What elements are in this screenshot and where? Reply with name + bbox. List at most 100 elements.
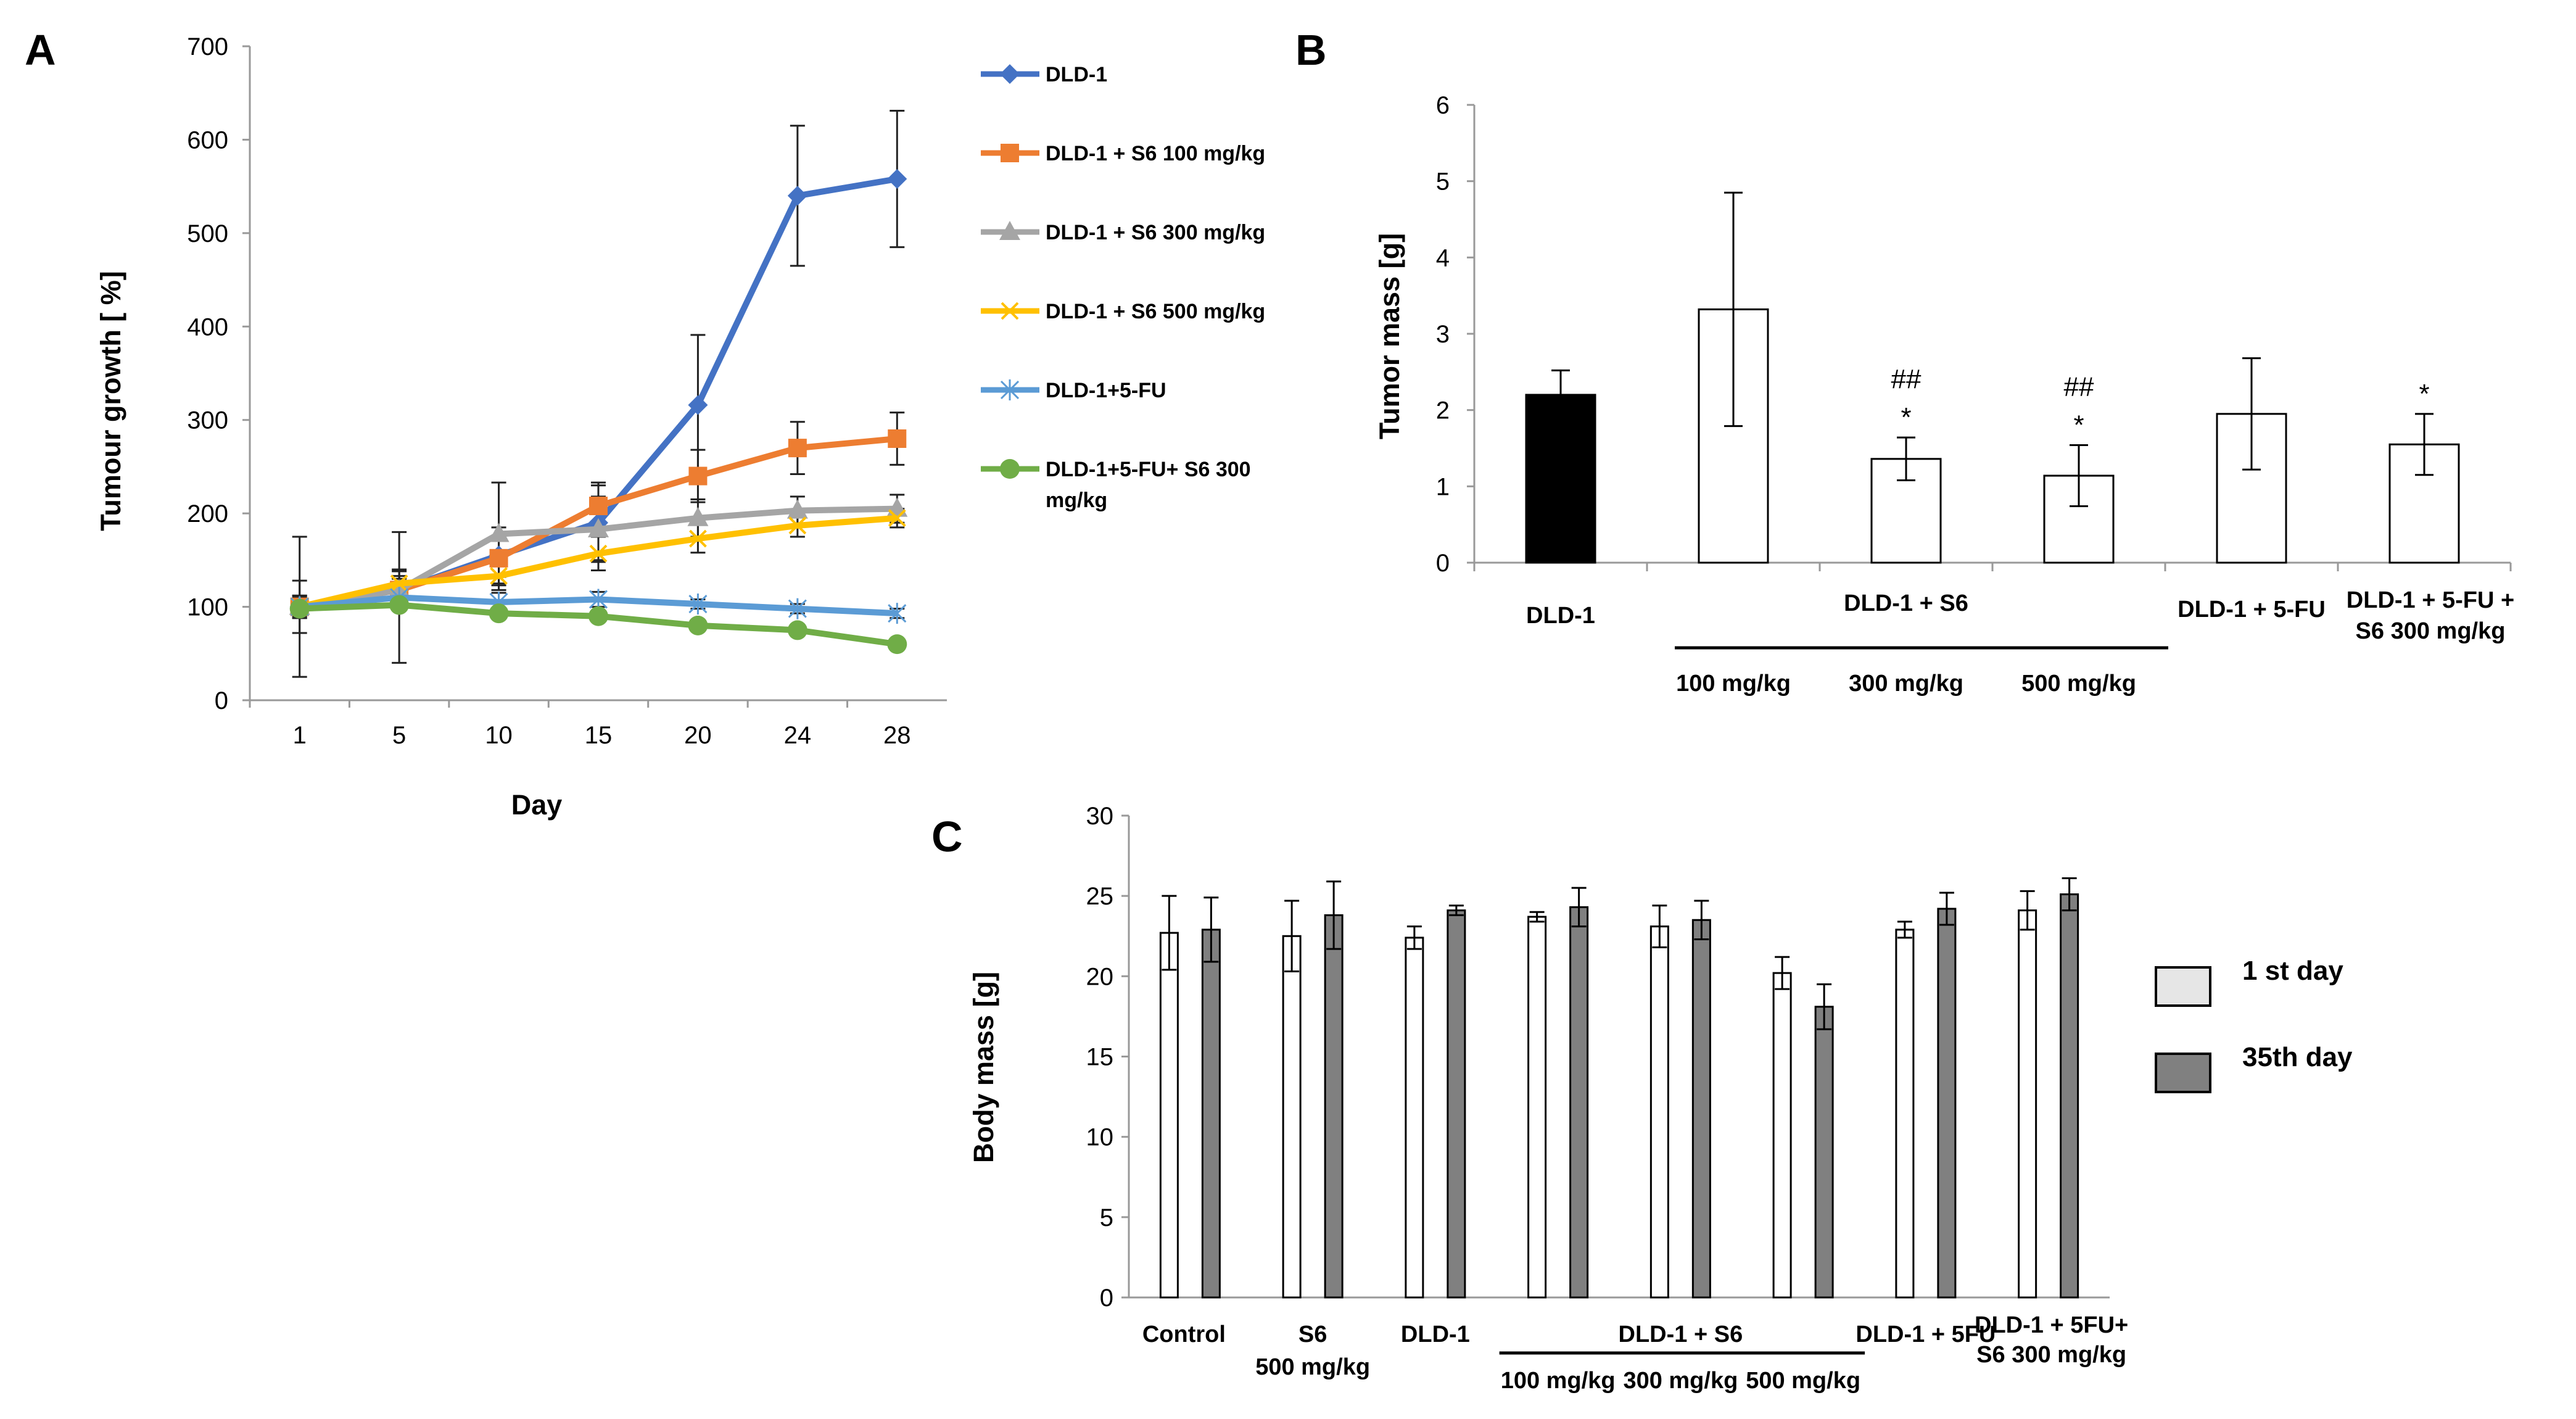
- panel-b-sig-star-1: *: [2073, 410, 2084, 441]
- panel-b-err-5: [2415, 413, 2434, 476]
- panel-b-axes: [1473, 105, 2512, 571]
- panel-c-s1-bar-2: [1447, 909, 1466, 1299]
- panel-c-label-dld1: DLD-1: [1401, 1322, 1470, 1347]
- panel-a-legend-marker-5: [1000, 459, 1020, 479]
- panel-c-label-control: Control: [1142, 1322, 1226, 1347]
- panel-c-label-combo-1: S6 300 mg/kg: [1976, 1342, 2126, 1368]
- panel-a-x-tick-5: 24: [784, 722, 812, 749]
- panel-a-legend-marker-3: [1001, 302, 1019, 320]
- panel-a-y-ticks: 0 100 200 300 400 500 600 700: [187, 33, 250, 714]
- panel-b-category-labels: DLD-1 DLD-1 + S6 100 mg/kg 300 mg/kg 500 mg/…: [1526, 587, 2514, 697]
- panel-a-y-tick-5: 500: [187, 220, 228, 247]
- panel-c-legend: 1 st day 35th day: [2155, 956, 2353, 1093]
- panel-a-x-tick-6: 28: [883, 722, 911, 749]
- panel-c-s1-err-3: [1571, 887, 1587, 928]
- panel-b-err-2: [1897, 436, 1915, 481]
- panel-b-significance: * ## * ## *: [1891, 364, 2430, 440]
- panel-c-s1-bar-5: [1814, 1006, 1834, 1299]
- panel-b-err-3: [2070, 444, 2088, 507]
- panel-c-legend-label-0: 1 st day: [2242, 956, 2343, 986]
- panel-a-legend: DLD-1 DLD-1 + S6 100 mg/kg DLD-1 + S6 300 …: [981, 63, 1265, 512]
- panel-c-dose-label-2: 500 mg/kg: [1746, 1368, 1860, 1394]
- panel-a-s2-point-2: [488, 523, 510, 542]
- panel-a-s0-point-6: [887, 169, 907, 189]
- panel-a-s5-point-6: [887, 634, 907, 655]
- panel-a-s0-point-4: [688, 395, 708, 415]
- panel-b-y-tick-1: 1: [1436, 473, 1450, 500]
- panel-a-x-tick-2: 10: [485, 722, 513, 749]
- panel-b-label-combo-0: DLD-1 + 5-FU +: [2347, 587, 2514, 613]
- panel-c-s0-bar-1: [1282, 935, 1302, 1299]
- panel-c-s1-bar-6: [1937, 908, 1957, 1299]
- panel-b-y-tick-3: 3: [1436, 321, 1450, 348]
- panel-a-s2-point-4: [687, 507, 709, 526]
- panel-b-sig-hash-0: ##: [1891, 364, 1922, 394]
- panel-a-s5-point-2: [489, 603, 509, 624]
- panel-b-err-4: [2242, 357, 2261, 471]
- panel-c-s0-err-4: [1652, 904, 1667, 948]
- panel-a-legend-label-5-0: DLD-1+5-FU+ S6 300: [1046, 458, 1251, 481]
- panel-c-y-tick-3: 15: [1086, 1044, 1114, 1071]
- panel-c-s0-bar-4: [1649, 925, 1669, 1299]
- panel-a-s1-point-6: [888, 429, 907, 448]
- panel-letter-b: B: [1295, 26, 1327, 74]
- panel-c-axes: [1128, 816, 2110, 1299]
- panel-b-y-ticks: 0 1 2 3 4 5 6: [1436, 92, 1474, 577]
- panel-b-label-dld1: DLD-1: [1526, 603, 1595, 629]
- panel-a-s3-point-6: [888, 509, 906, 527]
- panel-c-bars: [1159, 877, 2079, 1299]
- panel-b-label-s6-group: DLD-1 + S6: [1844, 590, 1968, 616]
- panel-c-y-tick-1: 5: [1100, 1204, 1113, 1231]
- panel-a-s5-point-3: [588, 606, 608, 626]
- panel-c-s1-bar-3: [1569, 906, 1589, 1299]
- panel-a-x-tick-4: 20: [684, 722, 712, 749]
- panel-c-y-tick-2: 10: [1086, 1124, 1114, 1151]
- panel-a-y-tick-2: 200: [187, 500, 228, 527]
- panel-c-s0-err-1: [1284, 900, 1300, 973]
- panel-b-y-tick-6: 6: [1436, 92, 1450, 119]
- panel-c-s0-bar-7: [2018, 909, 2037, 1299]
- panel-c-s1-bar-4: [1691, 919, 1711, 1299]
- panel-a-legend-label-3-0: DLD-1 + S6 500 mg/kg: [1046, 300, 1265, 323]
- panel-b-dose-label-2: 500 mg/kg: [2021, 671, 2136, 697]
- panel-c-s0-err-6: [1897, 920, 1912, 939]
- panel-c-s0-bar-3: [1527, 916, 1547, 1299]
- panel-a-x-tick-1: 5: [392, 722, 406, 749]
- panel-c-y-ticks: 0 5 10 15 20 25 30: [1086, 803, 1129, 1312]
- panel-c-s0-bar-0: [1159, 932, 1179, 1299]
- panel-b-sig-star-0: *: [1901, 402, 1911, 432]
- panel-b-y-tick-4: 4: [1436, 244, 1450, 271]
- panel-c-s1-bar-0: [1201, 929, 1221, 1299]
- panel-b-y-tick-5: 5: [1436, 168, 1450, 196]
- panel-c-bar-chart: Body mass [g] 0 5 10 15 20 25 30 Control S6 500 …: [968, 803, 2353, 1394]
- panel-c-label-s6-0: S6: [1298, 1322, 1327, 1347]
- panel-a-s3-point-1: [390, 574, 408, 593]
- panel-c-legend-swatch-1: [2155, 1053, 2211, 1093]
- panel-a-legend-label-1-0: DLD-1 + S6 100 mg/kg: [1046, 142, 1265, 165]
- panel-a-s5-point-4: [688, 615, 708, 635]
- panel-b-sig-hash-1: ##: [2064, 372, 2094, 402]
- panel-c-s1-err-7: [2062, 877, 2077, 912]
- panel-c-s0-err-0: [1162, 895, 1177, 971]
- panel-b-y-axis-label: Tumor mass [g]: [1374, 233, 1405, 439]
- panel-a-s5-point-5: [787, 620, 807, 640]
- panel-a-s0-point-5: [787, 186, 807, 206]
- panel-a-s1-point-2: [489, 548, 508, 568]
- panel-a-x-ticks: 1 5 10 15 20 24 28: [249, 700, 911, 749]
- panel-a-y-axis-label: Tumour growth [ %]: [95, 271, 126, 531]
- panel-b-label-5fu: DLD-1 + 5-FU: [2178, 597, 2326, 623]
- panel-c-s0-err-5: [1775, 956, 1790, 990]
- panel-c-s1-err-5: [1817, 983, 1832, 1030]
- panel-a-legend-label-4-0: DLD-1+5-FU: [1046, 379, 1166, 402]
- panel-a-s3-point-2: [490, 567, 508, 585]
- panel-b-sig-star-2: *: [2419, 379, 2429, 409]
- panel-a-line-chart: Tumour growth [ %] Day 0 100 200 300 400 500 6…: [95, 33, 1265, 821]
- panel-a-x-tick-3: 15: [585, 722, 613, 749]
- panel-b-err-0: [1551, 369, 1570, 421]
- panel-c-s1-bar-7: [2060, 893, 2079, 1299]
- panel-a-s1-point-4: [688, 466, 708, 486]
- panel-c-s0-err-3: [1529, 911, 1545, 923]
- panel-c-s1-err-1: [1326, 880, 1342, 950]
